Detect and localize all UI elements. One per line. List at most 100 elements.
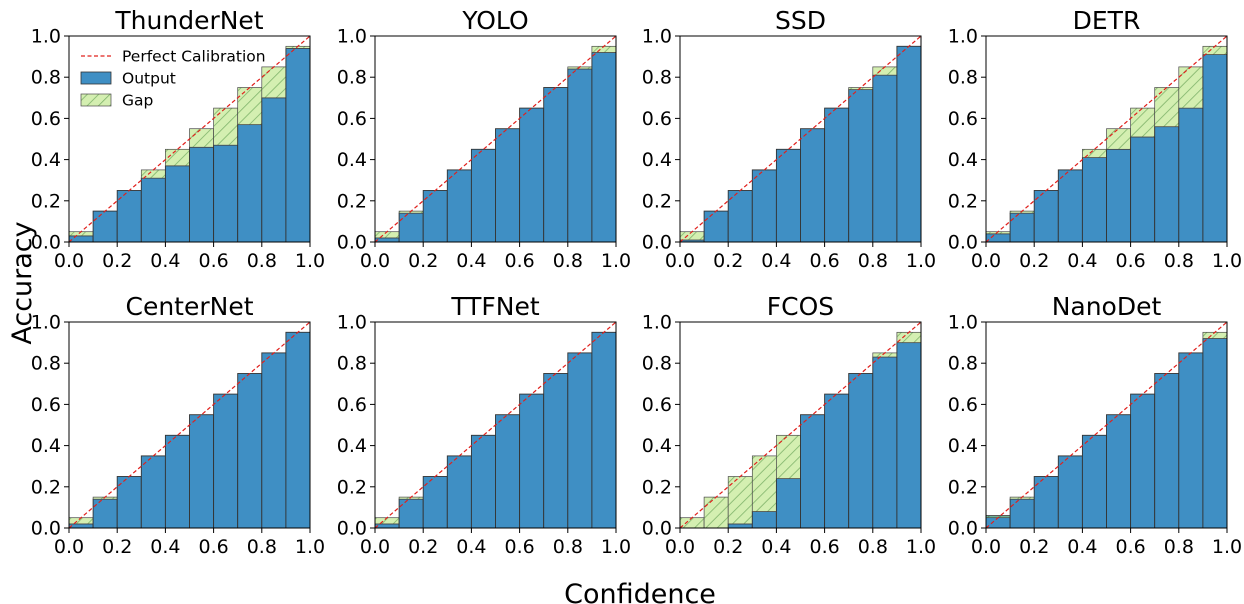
chart-title: DETR: [1073, 6, 1141, 35]
chart-title: FCOS: [767, 292, 834, 321]
output-bar: [92, 210, 118, 243]
legend-label-output: Output: [122, 70, 176, 88]
gap-bar: [591, 45, 617, 53]
output-bar: [1081, 157, 1107, 243]
y-tick-label: 0.0: [948, 232, 978, 254]
y-tick-label: 1.0: [337, 312, 367, 334]
y-tick-label: 0.6: [642, 394, 672, 416]
x-tick-label: 0.2: [408, 536, 438, 558]
gap-bar: [751, 455, 777, 512]
chart-panel-nanodet: 0.0 0.2 0.4 0.6 0.8 1.0 0.0 0.2 0.4 0.6 0.8 1.0 Nano…: [948, 292, 1242, 558]
chart-panel-ttfnet: 0.0 0.2 0.4 0.6 0.8 1.0 0.0 0.2 0.4 0.6 0.8 1.0 TTFN…: [337, 292, 631, 558]
output-bar: [116, 190, 142, 243]
y-tick-label: 0.8: [337, 353, 367, 375]
output-bar: [140, 177, 166, 243]
y-tick-label: 0.0: [337, 232, 367, 254]
y-tick-label: 0.4: [337, 149, 367, 171]
output-bar: [543, 87, 569, 243]
output-bar: [213, 144, 239, 243]
chart-title: ThunderNet: [114, 6, 263, 35]
x-tick-label: 1.0: [601, 536, 631, 558]
output-bar: [591, 52, 617, 243]
output-bar: [800, 128, 826, 243]
output-bar: [374, 237, 400, 243]
output-bar: [116, 476, 142, 529]
x-tick-label: 0.4: [761, 536, 791, 558]
axes-frame: [985, 35, 1228, 243]
output-bar: [896, 45, 922, 243]
output-bar: [848, 89, 874, 243]
y-axis-label: Accuracy: [7, 221, 38, 344]
output-bar: [189, 146, 215, 243]
x-tick-label: 0.0: [360, 250, 390, 272]
axes-frame: [68, 321, 311, 529]
perfect-calibration-line: [68, 321, 311, 529]
y-tick-label: 0.4: [31, 435, 61, 457]
panels-group: 0.0 0.2 0.4 0.6 0.8 1.0 0.0 0.2 0.4 0.6 0.8 1.0 Thun…: [31, 6, 1242, 558]
x-tick-label: 0.6: [1115, 536, 1145, 558]
x-tick-label: 0.0: [971, 250, 1001, 272]
y-tick-label: 0.2: [948, 476, 978, 498]
y-tick-label: 1.0: [642, 26, 672, 48]
x-tick-label: 0.6: [809, 536, 839, 558]
x-tick-label: 0.2: [408, 250, 438, 272]
gap-bar: [68, 517, 94, 525]
x-tick-label: 0.0: [54, 250, 84, 272]
output-bar: [727, 523, 753, 529]
output-bar: [775, 478, 801, 529]
output-bar: [68, 523, 94, 529]
output-bar: [140, 455, 166, 529]
x-tick-label: 0.4: [150, 536, 180, 558]
output-bar: [1178, 107, 1204, 243]
y-tick-label: 0.0: [31, 518, 61, 540]
x-tick-label: 0.4: [761, 250, 791, 272]
x-tick-label: 0.4: [150, 250, 180, 272]
axes-frame: [679, 35, 922, 243]
output-bar: [775, 148, 801, 243]
perfect-calibration-line: [679, 35, 922, 243]
x-tick-label: 0.8: [247, 536, 277, 558]
output-bar: [1178, 352, 1204, 529]
x-tick-label: 0.8: [858, 536, 888, 558]
axes-frame: [374, 321, 617, 529]
y-tick-label: 0.0: [948, 518, 978, 540]
chart-title: SSD: [775, 6, 826, 35]
gap-bar: [261, 66, 287, 99]
x-tick-label: 0.6: [198, 536, 228, 558]
chart-panel-yolo: 0.0 0.2 0.4 0.6 0.8 1.0 0.0 0.2 0.4 0.6 0.8 1.0 YOLO: [337, 6, 631, 272]
y-tick-label: 0.4: [948, 149, 978, 171]
chart-panel-thundernet: 0.0 0.2 0.4 0.6 0.8 1.0 0.0 0.2 0.4 0.6 0.8 1.0 Thun…: [31, 6, 325, 272]
y-tick-label: 0.8: [31, 67, 61, 89]
gap-bar: [1154, 87, 1180, 127]
y-tick-label: 0.8: [948, 67, 978, 89]
gap-bar: [1106, 128, 1131, 150]
gap-bar: [679, 517, 705, 529]
chart-panel-fcos: 0.0 0.2 0.4 0.6 0.8 1.0 0.0 0.2 0.4 0.6 0.8 1.0 FCOS: [642, 292, 936, 558]
output-bar: [1009, 498, 1035, 529]
x-tick-label: 0.4: [456, 536, 486, 558]
y-tick-label: 0.2: [948, 190, 978, 212]
perfect-calibration-line: [985, 321, 1228, 529]
gap-bar: [1202, 331, 1228, 339]
y-tick-label: 0.2: [31, 190, 61, 212]
y-tick-label: 0.6: [642, 108, 672, 130]
output-bar: [1106, 414, 1132, 529]
x-tick-label: 0.0: [360, 536, 390, 558]
gap-bar: [374, 231, 400, 239]
chart-title: CenterNet: [125, 292, 253, 321]
y-tick-label: 0.6: [337, 394, 367, 416]
x-tick-label: 0.8: [553, 536, 583, 558]
gap-bar: [237, 87, 263, 125]
output-bar: [495, 128, 521, 243]
legend-label-perfect: Perfect Calibration: [122, 48, 266, 66]
output-bar: [261, 97, 287, 243]
output-bar: [800, 414, 826, 529]
output-bar: [985, 233, 1011, 243]
output-bar: [591, 331, 617, 529]
x-tick-label: 1.0: [1212, 536, 1242, 558]
chart-panel-ssd: 0.0 0.2 0.4 0.6 0.8 1.0 0.0 0.2 0.4 0.6 0.8 1.0 SSD: [642, 6, 936, 272]
y-tick-label: 0.2: [337, 476, 367, 498]
y-tick-label: 0.0: [642, 232, 672, 254]
x-tick-label: 1.0: [1212, 250, 1242, 272]
